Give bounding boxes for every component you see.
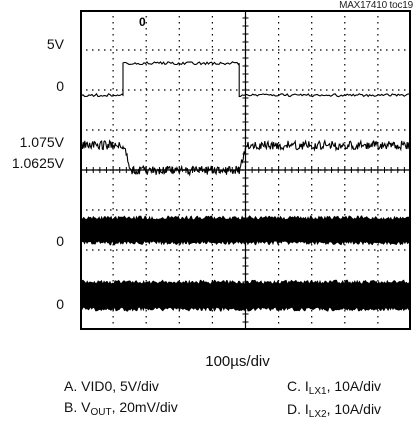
x-axis-label: 100µs/div <box>28 353 419 370</box>
legend-right: C. ILX1, 10A/div D. ILX2, 10A/div <box>287 376 381 422</box>
legend-left: A. VID0, 5V/div B. VOUT, 20mV/div <box>64 376 178 420</box>
legend-b: B. VOUT, 20mV/div <box>64 397 178 420</box>
y-marker-d-zero: 0 <box>0 296 64 312</box>
trace-c-ilx1-edge <box>80 215 411 245</box>
y-marker-5v: 5V <box>0 36 64 52</box>
trace-d-ilx2-edge <box>80 280 411 312</box>
legend-c: C. ILX1, 10A/div <box>287 376 381 399</box>
y-marker-c-zero: 0 <box>0 233 64 249</box>
legend-d: D. ILX2, 10A/div <box>287 399 381 422</box>
trigger-cursor-label: 0 <box>139 15 146 29</box>
legend-a: A. VID0, 5V/div <box>64 376 178 397</box>
y-marker-10625v: 1.0625V <box>0 155 64 171</box>
y-marker-1075v: 1.075V <box>0 134 64 150</box>
y-marker-a-zero: 0 <box>0 78 64 94</box>
oscilloscope-plot: 0 <box>80 10 411 330</box>
